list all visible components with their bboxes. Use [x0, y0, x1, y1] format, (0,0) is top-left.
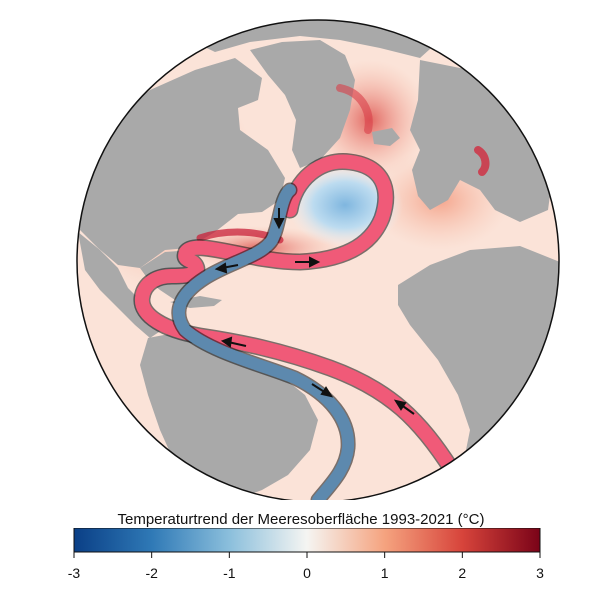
colorbar-gradient: [73, 528, 541, 553]
colorbar: -3 -2 -1 0 1 2 3: [68, 528, 544, 581]
land-iceland: [372, 128, 400, 146]
colorbar-tick-label: -1: [223, 565, 236, 581]
colorbar-tick-label: 2: [458, 565, 466, 581]
land-greenland: [250, 40, 355, 168]
colorbar-title: Temperaturtrend der Meeresoberfläche 199…: [117, 511, 485, 528]
cold-current-ribbon: [171, 182, 356, 500]
land-british-isles: [418, 168, 436, 198]
arrow-icon: [220, 336, 247, 348]
land-europe: [410, 60, 552, 222]
arrow-icon: [214, 262, 239, 274]
arrow-icon: [295, 256, 321, 268]
colorbar-tick-label: 3: [536, 565, 544, 581]
arrow-icon: [273, 208, 285, 230]
current-arrows: [214, 208, 415, 415]
colorbar-tick-label: 0: [303, 565, 311, 581]
globe-outline: [76, 19, 560, 500]
colorbar-tick-label: 1: [381, 565, 389, 581]
colorbar-ticks: -3 -2 -1 0 1 2 3: [68, 552, 544, 581]
arrow-icon: [311, 383, 334, 398]
warm-current-ribbon: [133, 153, 461, 479]
globe-surface: [77, 20, 559, 500]
globe-map: [76, 19, 560, 500]
colorbar-tick-label: -3: [68, 565, 81, 581]
colorbar-tick-label: -2: [145, 565, 158, 581]
arrow-icon: [393, 399, 415, 415]
baltic-hotspot: [474, 146, 490, 176]
barents-hotspot: [336, 84, 373, 134]
